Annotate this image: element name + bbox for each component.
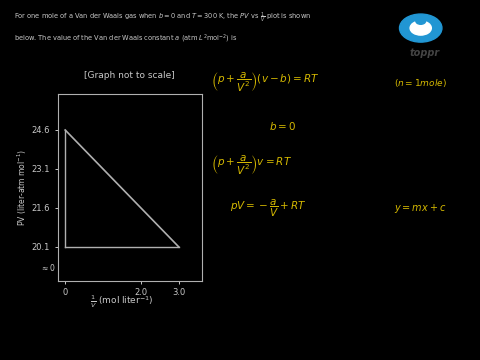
Text: $(n = 1 mole)$: $(n = 1 mole)$	[394, 77, 446, 89]
Circle shape	[410, 21, 432, 35]
Text: $\frac{1}{V}$ (mol liter$^{-1}$): $\frac{1}{V}$ (mol liter$^{-1}$)	[90, 294, 154, 310]
Text: [Graph not to scale]: [Graph not to scale]	[84, 72, 175, 81]
Circle shape	[399, 14, 442, 42]
Text: $y = mx + c$: $y = mx + c$	[394, 202, 446, 215]
Text: toppr: toppr	[410, 48, 440, 58]
Text: For one mole of a Van der Waals gas when $b = 0$ and $T = 300$ K, the $PV$ vs $\: For one mole of a Van der Waals gas when…	[14, 11, 312, 25]
Text: $\left( p + \dfrac{a}{V^2} \right)(v - b) = RT$: $\left( p + \dfrac{a}{V^2} \right)(v - b…	[211, 71, 320, 94]
Text: $\approx$0: $\approx$0	[40, 262, 56, 273]
Y-axis label: PV (liter-atm mol$^{-1}$): PV (liter-atm mol$^{-1}$)	[15, 149, 29, 226]
Text: $pV = -\dfrac{a}{V} + RT$: $pV = -\dfrac{a}{V} + RT$	[230, 198, 307, 220]
Text: $\left( p + \dfrac{a}{V^2} \right) v = RT$: $\left( p + \dfrac{a}{V^2} \right) v = R…	[211, 154, 292, 177]
Text: below. The value of the Van der Waals constant $a$ (atm $L^2$mol$^{-2}$) is: below. The value of the Van der Waals co…	[14, 32, 238, 45]
Text: $b = 0$: $b = 0$	[269, 120, 296, 132]
Circle shape	[416, 18, 426, 24]
